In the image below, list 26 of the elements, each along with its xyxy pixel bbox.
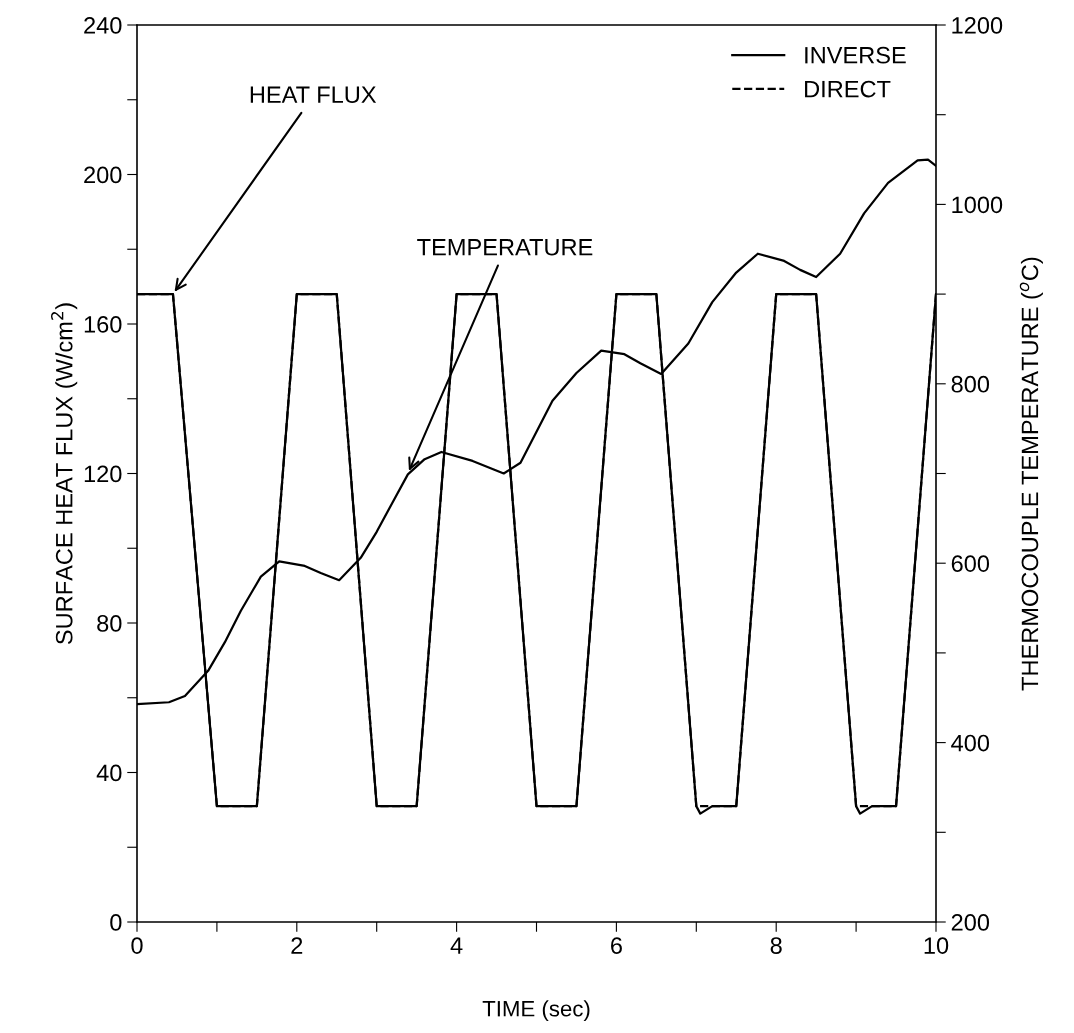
legend-label: INVERSE [805,46,906,64]
y2-tick-label: 400 [951,734,990,752]
y-tick-label: 80 [97,615,122,632]
y-tick-label: 120 [84,465,122,483]
y-tick-label: 160 [84,316,122,333]
legend-label: DIRECT [805,80,891,98]
y2-tick-label: 1000 [952,196,1003,214]
annotation: HEAT FLUX [250,86,377,104]
y-tick-label: 40 [96,764,122,782]
y-tick-label: 240 [84,17,122,34]
x-tick-label: 4 [450,937,463,954]
x-tick-label: 10 [924,937,949,954]
x-axis-title: TIME (sec) [482,1000,590,1021]
x-tick-label: 0 [131,937,143,954]
y-tick-label: 0 [110,914,122,931]
x-tick-label: 2 [291,937,303,954]
y2-tick-label: 600 [951,555,990,572]
y2-axis-title: THERMOCOUPLE TEMPERATURE ($^{o}$C) [1019,257,1043,691]
y2-tick-label: 800 [951,375,990,393]
x-tick-label: 6 [611,937,622,954]
y-tick-label: 200 [84,166,122,184]
y2-tick-label: 1200 [952,17,1003,34]
x-tick-label: 8 [770,937,782,954]
y-axis-title: SURFACE HEAT FLUX (W/cm$^{2}$) [51,303,78,645]
y2-tick-label: 200 [951,914,990,931]
annotation: TEMPERATURE [417,239,593,256]
